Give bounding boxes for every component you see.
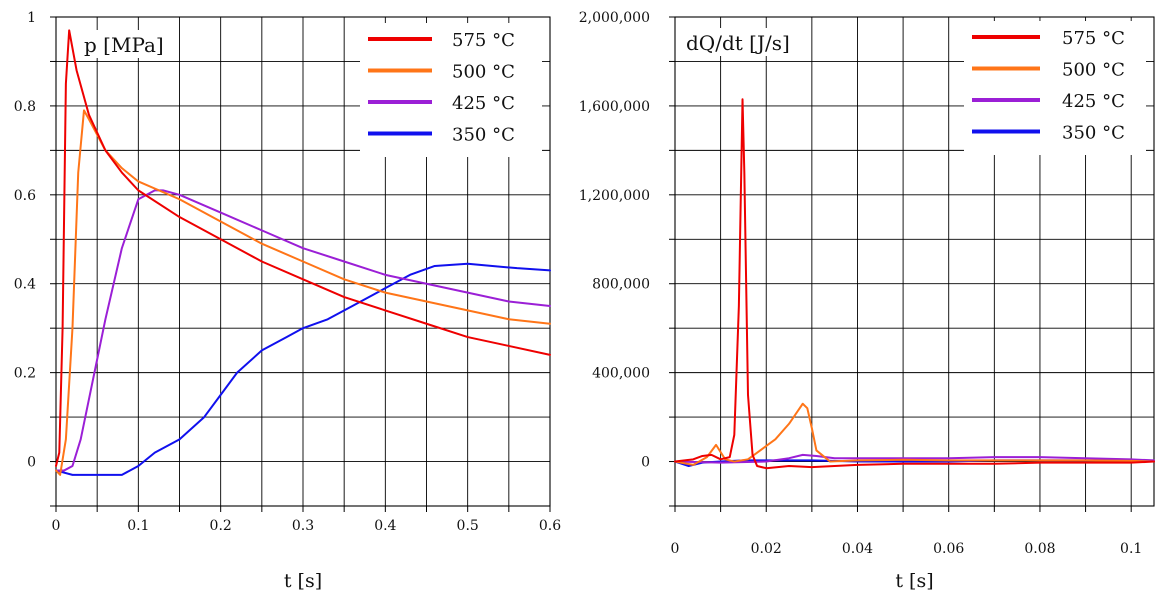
x-tick-label: 0.1 — [127, 518, 149, 534]
x-tick-label: 0.04 — [842, 541, 873, 557]
title-background — [80, 30, 170, 58]
series-group — [55, 29, 551, 476]
title-background — [682, 28, 800, 56]
legend-label: 425 °C — [1062, 91, 1125, 112]
legend: 575 °C 500 °C 425 °C 350 °C — [964, 21, 1146, 155]
x-tick-label: 0 — [671, 541, 680, 557]
x-tick-label: 0.06 — [933, 541, 964, 557]
chart-title: p [MPa] — [84, 33, 164, 57]
x-tick-label: 0.3 — [292, 518, 314, 534]
y-tick-label: 800,000 — [592, 277, 650, 293]
legend: 575 °C 500 °C 425 °C 350 °C — [360, 23, 542, 157]
x-axis-label: t [s] — [284, 570, 322, 592]
y-tick-label: 1 — [27, 10, 36, 26]
x-tick-label: 0 — [52, 518, 61, 534]
y-tick-label: 1,600,000 — [579, 99, 650, 115]
x-axis-label: t [s] — [895, 570, 933, 592]
x-tick-label: 0.02 — [751, 541, 782, 557]
legend-label: 575 °C — [1062, 28, 1125, 49]
legend-label: 425 °C — [452, 93, 515, 114]
x-tick-label: 0.6 — [539, 518, 561, 534]
legend-label: 350 °C — [452, 125, 515, 146]
y-tick-label: 0.8 — [14, 99, 36, 115]
y-tick-label: 400,000 — [592, 366, 650, 382]
plot-frame — [674, 16, 1155, 507]
x-tick-label: 0.2 — [210, 518, 232, 534]
series-line-575 — [674, 98, 1155, 470]
series-line-425 — [674, 453, 1155, 464]
y-tick-label: 0 — [641, 455, 650, 471]
x-tick-label: 0.08 — [1024, 541, 1055, 557]
chart-title: dQ/dt [J/s] — [686, 31, 790, 55]
legend-label: 500 °C — [452, 62, 515, 83]
y-tick-label: 0.2 — [14, 366, 36, 382]
y-tick-label: 0 — [27, 455, 36, 471]
chart-panel-1: 0 0.2 0.4 0.6 0.8 1 0 0.1 0.2 0.3 0.4 0.5 0.6 t [s] p … — [14, 10, 561, 592]
legend-label: 500 °C — [1062, 60, 1125, 81]
series-line-500 — [55, 109, 551, 476]
x-tick-label: 0.1 — [1120, 541, 1142, 557]
series-line-575 — [55, 29, 551, 467]
legend-label: 575 °C — [452, 30, 515, 51]
series-line-350 — [55, 262, 551, 476]
series-line-500 — [674, 402, 1155, 466]
y-tick-label: 1,200,000 — [579, 188, 650, 204]
series-line-425 — [55, 189, 551, 472]
y-tick-label: 0.6 — [14, 188, 36, 204]
x-tick-label: 0.4 — [374, 518, 396, 534]
series-group — [674, 98, 1155, 470]
chart-panel-2: 0 400,000 800,000 1,200,000 1,600,000 2,000,0… — [579, 10, 1155, 592]
y-tick-label: 0.4 — [14, 277, 36, 293]
y-tick-label: 2,000,000 — [579, 10, 650, 26]
legend-label: 350 °C — [1062, 123, 1125, 144]
x-tick-label: 0.5 — [457, 518, 479, 534]
